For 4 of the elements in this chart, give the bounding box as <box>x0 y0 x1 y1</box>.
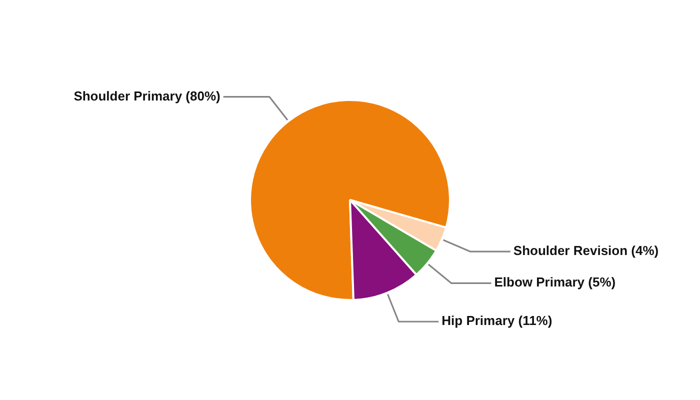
slice-label: Shoulder Revision (4%) <box>513 243 659 258</box>
slice-label: Shoulder Primary (80%) <box>74 88 220 104</box>
slice-label: Elbow Primary (5%) <box>494 274 616 290</box>
slice-label: Hip Primary (11%) <box>442 313 552 328</box>
